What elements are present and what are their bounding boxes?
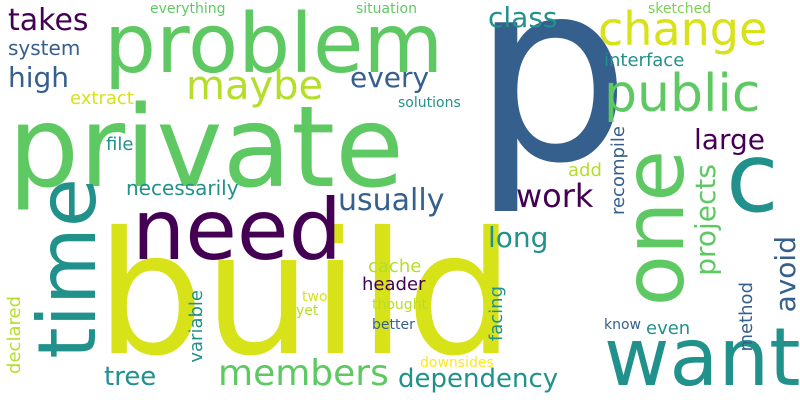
word-everything: everything <box>150 1 226 17</box>
word-situation: situation <box>356 1 417 17</box>
word-extract: extract <box>70 88 134 109</box>
word-facing: facing <box>486 286 507 342</box>
word-cache: cache <box>368 256 422 277</box>
word-members: members <box>218 353 389 394</box>
word-variable: variable <box>186 290 207 363</box>
word-necessarily: necessarily <box>126 176 239 200</box>
word-know: know <box>604 317 641 333</box>
word-class: class <box>488 1 558 34</box>
word-dependency: dependency <box>398 364 559 394</box>
word-p: p <box>472 0 631 218</box>
word-maybe: maybe <box>186 63 324 109</box>
word-file: file <box>106 134 134 155</box>
word-problem: problem <box>104 0 444 92</box>
word-long: long <box>488 221 549 254</box>
word-method: method <box>736 282 757 352</box>
word-public: public <box>604 64 761 124</box>
word-interface: interface <box>604 50 685 71</box>
word-work: work <box>516 177 594 215</box>
word-build: build <box>96 196 515 394</box>
word-declared: declared <box>4 296 25 374</box>
word-downsides: downsides <box>420 355 494 371</box>
word-usually: usually <box>338 183 445 218</box>
word-solutions: solutions <box>398 95 461 111</box>
word-header: header <box>362 274 426 295</box>
word-avoid: avoid <box>769 236 800 313</box>
word-private: private <box>8 83 404 213</box>
word-better: better <box>372 317 415 333</box>
word-recompile: recompile <box>608 126 629 216</box>
word-yet: yet <box>296 303 319 319</box>
word-time: time <box>21 178 114 359</box>
word-sketched: sketched <box>648 1 712 17</box>
word-takes: takes <box>8 3 89 38</box>
word-every: every <box>350 61 430 94</box>
word-add: add <box>568 160 602 181</box>
word-want: want <box>604 311 800 400</box>
word-tree: tree <box>104 362 157 392</box>
word-high: high <box>8 61 70 94</box>
word-change: change <box>598 2 768 56</box>
word-projects: projects <box>689 164 722 276</box>
word-even: even <box>646 318 691 339</box>
word-system: system <box>8 36 81 60</box>
word-large: large <box>694 123 765 156</box>
word-two: two <box>302 289 328 305</box>
word-c: c <box>726 122 779 234</box>
word-thought: thought <box>372 297 428 313</box>
word-need: need <box>132 181 342 279</box>
